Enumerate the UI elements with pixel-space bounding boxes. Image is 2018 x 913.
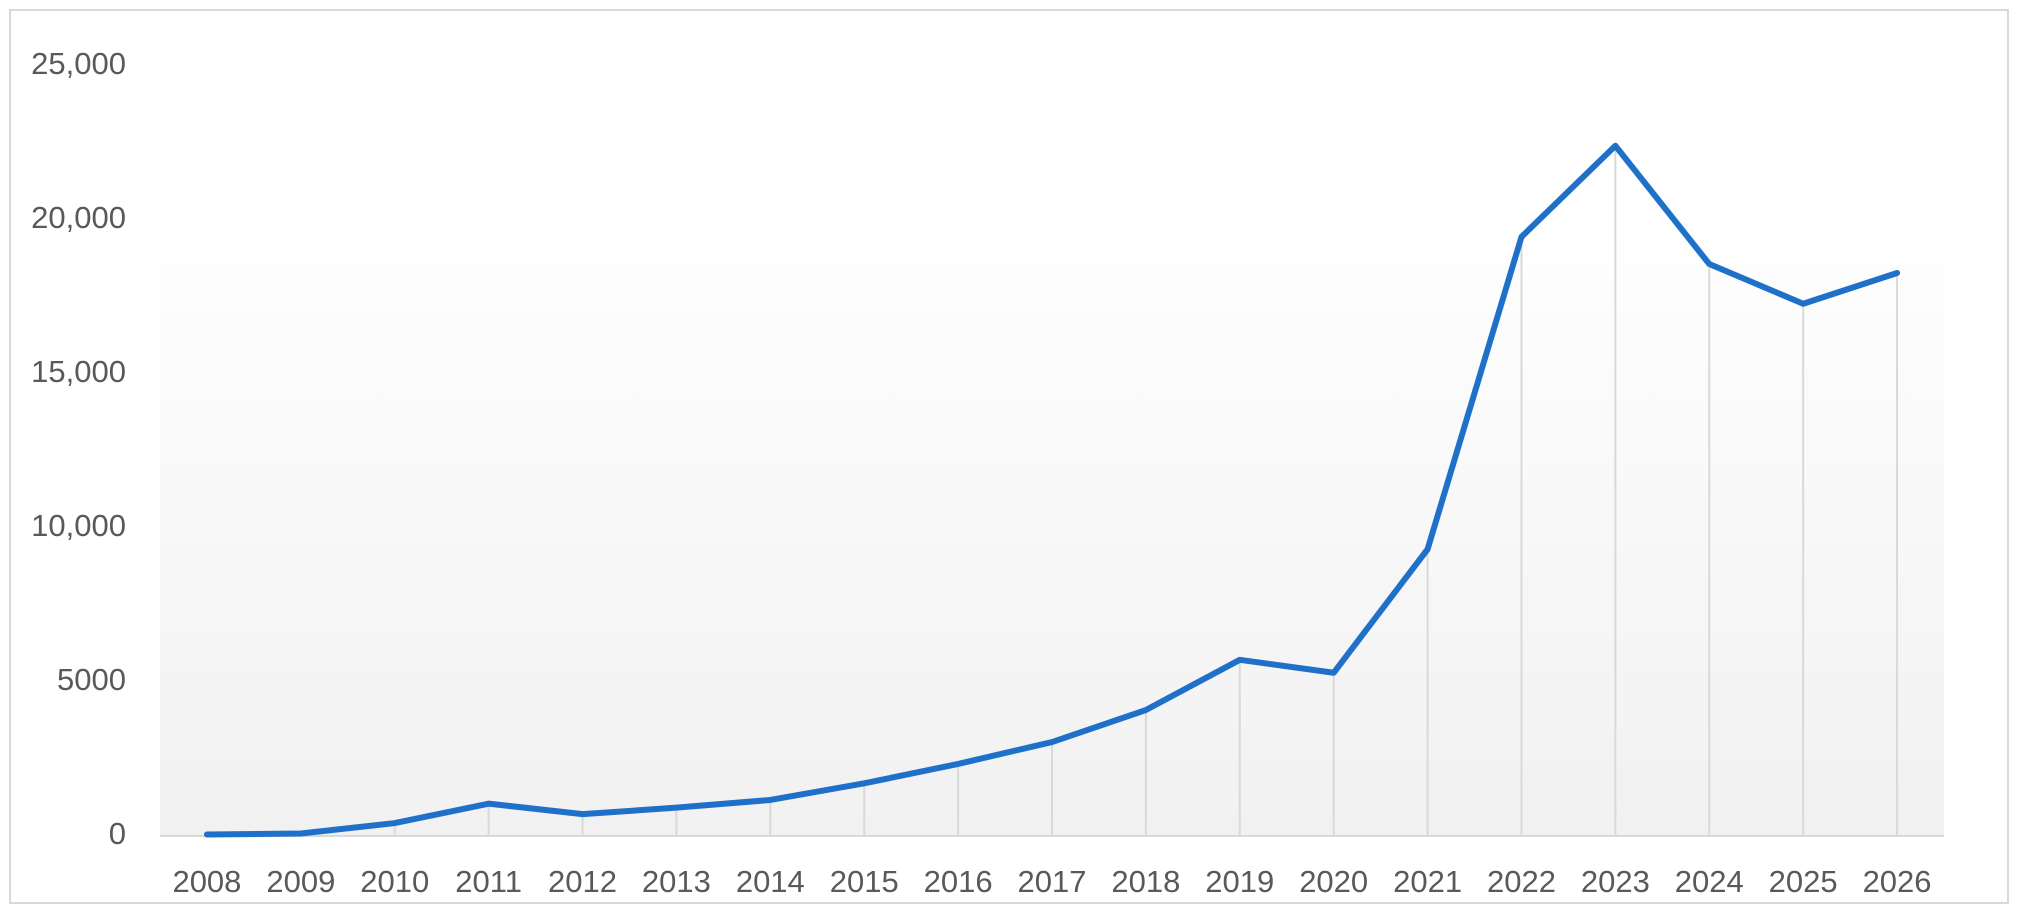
x-tick-label: 2023 — [1581, 864, 1650, 899]
y-tick-label: 0 — [109, 816, 126, 851]
y-tick-label: 15,000 — [31, 354, 126, 389]
x-tick-label: 2019 — [1205, 864, 1274, 899]
x-tick-label: 2015 — [830, 864, 899, 899]
x-tick-label: 2014 — [736, 864, 805, 899]
x-tick-label: 2008 — [172, 864, 241, 899]
x-tick-label: 2021 — [1393, 864, 1462, 899]
x-tick-label: 2011 — [455, 864, 522, 899]
x-tick-label: 2016 — [924, 864, 993, 899]
y-tick-label: 25,000 — [31, 46, 126, 81]
plot-background — [160, 200, 1944, 836]
x-tick-label: 2017 — [1018, 864, 1087, 899]
x-tick-label: 2022 — [1487, 864, 1556, 899]
x-tick-label: 2018 — [1111, 864, 1180, 899]
x-tick-label: 2009 — [266, 864, 335, 899]
x-tick-label: 2010 — [360, 864, 429, 899]
x-tick-label: 2024 — [1675, 864, 1744, 899]
x-tick-label: 2013 — [642, 864, 711, 899]
y-tick-label: 20,000 — [31, 200, 126, 235]
x-tick-label: 2020 — [1299, 864, 1368, 899]
y-tick-label: 5000 — [57, 662, 126, 697]
y-tick-label: 10,000 — [31, 508, 126, 543]
x-tick-label: 2025 — [1769, 864, 1838, 899]
data-line — [203, 142, 1901, 838]
x-tick-label: 2026 — [1863, 864, 1932, 899]
x-tick-label: 2012 — [548, 864, 617, 899]
